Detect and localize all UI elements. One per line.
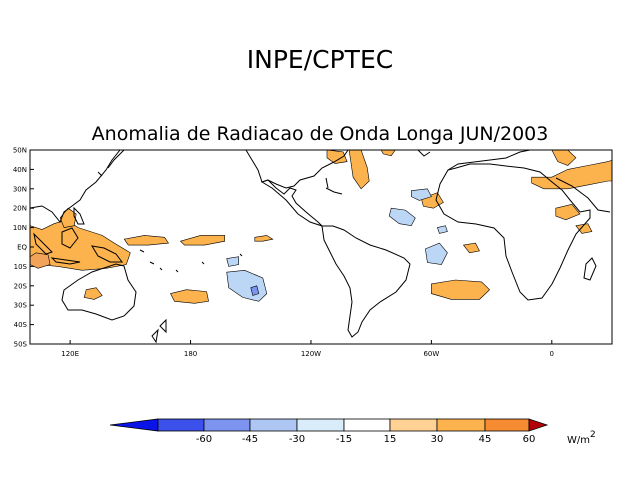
colorbar-swatch bbox=[296, 418, 345, 432]
lat-tick-label: 50S bbox=[14, 341, 28, 349]
colorbar-swatch bbox=[109, 418, 159, 432]
lat-tick-label: 50N bbox=[13, 147, 27, 155]
borneo-coastline bbox=[61, 227, 79, 249]
africa-coastline bbox=[435, 163, 591, 301]
madagascar-coastline bbox=[583, 257, 597, 281]
lat-tick-label: 10S bbox=[14, 263, 28, 271]
anomaly-region-canada-north bbox=[380, 150, 396, 157]
lat-tick-label: 30S bbox=[14, 302, 28, 310]
colorbar-swatch bbox=[343, 418, 391, 432]
anomaly-region-baja-west bbox=[326, 150, 348, 164]
colorbar: -60 -45 -30 -15 15 30 45 60 bbox=[109, 418, 549, 445]
new-guinea-coastline bbox=[91, 245, 123, 263]
colorbar-swatch bbox=[157, 418, 205, 432]
anomaly-region-amazon-north bbox=[462, 242, 480, 254]
colorbar-swatch bbox=[484, 418, 530, 432]
anomaly-region-southern-brazil bbox=[425, 242, 448, 265]
lat-tick-label: 30N bbox=[13, 185, 27, 193]
anomaly-region-central-america bbox=[388, 207, 416, 227]
coastline-layer bbox=[30, 150, 611, 344]
anomaly-region-pacific-south-core bbox=[250, 285, 260, 296]
colorbar-tick-label: 45 bbox=[479, 434, 492, 445]
lat-tick-label: 10N bbox=[13, 224, 27, 232]
latitude-axis: 50N 40N 30N 20N 10N EQ 10S 20S 30S 40S 50S bbox=[13, 147, 34, 349]
anomaly-region-colombia bbox=[437, 225, 448, 234]
colorbar-tick-label: -45 bbox=[242, 434, 258, 445]
anomaly-region-brazil-south bbox=[431, 279, 491, 300]
colorbar-swatch bbox=[203, 418, 251, 432]
colorbar-swatch bbox=[389, 418, 438, 432]
anomaly-region-australia-west bbox=[83, 287, 103, 300]
lat-tick-label: EQ bbox=[17, 244, 27, 252]
colorbar-unit: W/m2 bbox=[567, 430, 596, 446]
anomaly-region-spcz-east bbox=[170, 289, 209, 304]
lon-tick-label: 60W bbox=[423, 350, 439, 358]
map-title: Anomalia de Radiacao de Onda Longa JUN/2… bbox=[92, 123, 549, 145]
anomaly-region-dateline-eq bbox=[254, 235, 274, 242]
lat-tick-label: 20N bbox=[13, 205, 27, 213]
new-zealand-coastline bbox=[151, 318, 167, 344]
anomaly-region-caribbean-south bbox=[410, 188, 432, 201]
anomaly-region-central-pacific-eq bbox=[179, 235, 225, 246]
asia-coastline bbox=[30, 150, 121, 223]
colorbar-swatch bbox=[249, 418, 298, 432]
anomaly-region-europe-north bbox=[551, 150, 577, 166]
japan-coastline bbox=[97, 150, 125, 177]
lon-tick-label: 180 bbox=[184, 350, 197, 358]
anomaly-region-hawaii-south bbox=[226, 256, 239, 267]
philippines-coastline bbox=[73, 206, 85, 225]
map-panel bbox=[30, 150, 612, 344]
lat-tick-label: 20S bbox=[14, 282, 28, 290]
organization-title: INPE/CPTEC bbox=[247, 45, 393, 74]
greenland-coastline bbox=[417, 150, 431, 157]
colorbar-tick-label: 60 bbox=[523, 434, 536, 445]
sumatra-coastline bbox=[33, 232, 53, 255]
anomaly-region-sahara-south bbox=[555, 203, 581, 221]
colorbar-swatch bbox=[528, 418, 549, 432]
java-coastline bbox=[50, 257, 81, 265]
pacific-islands bbox=[139, 249, 243, 273]
colorbar-swatch bbox=[436, 418, 486, 432]
south-america-coastline bbox=[321, 225, 411, 338]
lon-tick-label: 120E bbox=[61, 350, 79, 358]
central-america-coastline bbox=[260, 179, 323, 227]
colorbar-tick-label: -60 bbox=[196, 434, 212, 445]
arabia-coastline bbox=[555, 177, 611, 213]
europe-coastline bbox=[447, 150, 531, 171]
caribbean-islands bbox=[325, 177, 343, 195]
australia-coastline bbox=[61, 263, 137, 321]
colorbar-tick-label: -30 bbox=[289, 434, 305, 445]
north-america-coastline bbox=[245, 150, 349, 189]
longitude-axis: 120E180120W60W060E bbox=[61, 340, 554, 358]
lat-tick-label: 40N bbox=[13, 166, 27, 174]
lon-tick-label: 0 bbox=[550, 350, 554, 358]
colorbar-tick-label: 15 bbox=[384, 434, 397, 445]
lon-tick-label: 120W bbox=[301, 350, 321, 358]
anomaly-region-maritime-continent-core bbox=[30, 252, 51, 269]
anomaly-region-west-us bbox=[348, 150, 370, 190]
anomaly-region-central-pacific-north bbox=[123, 235, 170, 246]
lat-tick-label: 40S bbox=[14, 321, 28, 329]
colorbar-tick-label: 30 bbox=[431, 434, 444, 445]
colorbar-tick-label: -15 bbox=[336, 434, 352, 445]
